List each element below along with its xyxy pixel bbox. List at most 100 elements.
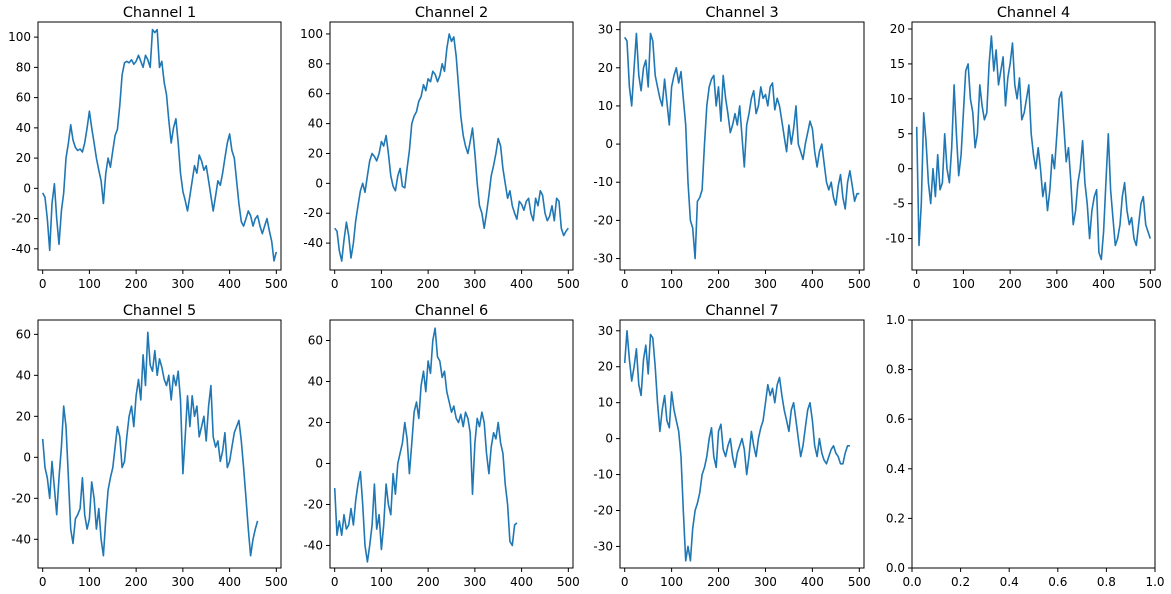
- subplot-3: 0 100 200 300 400 500 -30 -20 -10 0 10 20 30 Channel …: [593, 5, 870, 291]
- x-tick-label: 0: [913, 277, 921, 291]
- x-tick-label: 0.2: [951, 575, 970, 589]
- series-line: [334, 33, 569, 262]
- axes-frame: [37, 319, 282, 569]
- x-tick-label: 500: [848, 575, 871, 589]
- x-tick-label: 400: [801, 575, 824, 589]
- x-tick-label: 300: [463, 277, 486, 291]
- y-tick-label: 0: [605, 432, 613, 446]
- y-tick-label: 0: [23, 450, 31, 464]
- x-tick-label: 0: [331, 575, 339, 589]
- subplot-5: 0 100 200 300 400 500 -40 -20 0 20 40 60 Channel 5: [11, 303, 287, 589]
- subplot-7: 0 100 200 300 400 500 -30 -20 -10 0 10 20 30 Channel …: [593, 303, 870, 589]
- y-tick-label: 10: [598, 99, 613, 113]
- x-tick-label: 100: [78, 575, 101, 589]
- x-tick-label: 0.4: [1000, 575, 1019, 589]
- y-tick-label: -5: [893, 197, 905, 211]
- x-tick-label: 500: [265, 277, 288, 291]
- y-tick-label: 40: [16, 121, 31, 135]
- y-tick-label: 0: [315, 456, 323, 470]
- y-tick-label: -30: [593, 539, 613, 553]
- y-tick-label: -20: [11, 212, 31, 226]
- y-tick-label: -40: [303, 236, 323, 250]
- x-tick-label: 0.6: [1048, 575, 1067, 589]
- y-tick-label: 30: [598, 23, 613, 37]
- x-tick-label: 200: [999, 277, 1022, 291]
- y-tick-label: 80: [16, 60, 31, 74]
- y-tick-label: 80: [308, 57, 323, 71]
- x-tick-label: 0: [39, 277, 47, 291]
- y-tick-label: 40: [308, 374, 323, 388]
- y-tick-label: -20: [303, 206, 323, 220]
- x-tick-label: 300: [171, 277, 194, 291]
- y-tick-label: 10: [598, 396, 613, 410]
- y-tick-label: 30: [598, 324, 613, 338]
- y-tick-label: 0: [315, 176, 323, 190]
- x-tick-label: 200: [417, 277, 440, 291]
- x-tick-label: 500: [265, 575, 288, 589]
- x-tick-label: 0.0: [902, 575, 921, 589]
- x-tick-label: 300: [754, 277, 777, 291]
- x-tick-label: 100: [370, 575, 393, 589]
- x-tick-label: 100: [952, 277, 975, 291]
- y-tick-label: -10: [593, 468, 613, 482]
- y-tick-label: 0.0: [886, 561, 905, 575]
- y-tick-label: 20: [308, 415, 323, 429]
- x-tick-label: 0.8: [1097, 575, 1116, 589]
- x-tick-label: 100: [660, 575, 683, 589]
- x-tick-label: 100: [78, 277, 101, 291]
- y-tick-label: 60: [16, 327, 31, 341]
- x-tick-label: 500: [848, 277, 871, 291]
- axes-frame: [911, 21, 1156, 271]
- y-tick-label: 60: [308, 87, 323, 101]
- x-tick-label: 400: [218, 277, 241, 291]
- x-tick-label: 300: [1045, 277, 1068, 291]
- x-tick-label: 300: [463, 575, 486, 589]
- y-tick-label: 40: [16, 368, 31, 382]
- subplot-title: Channel 6: [415, 303, 488, 319]
- x-tick-label: 200: [707, 277, 730, 291]
- y-tick-label: 0: [605, 137, 613, 151]
- series-line: [333, 327, 518, 563]
- series-line: [623, 329, 850, 562]
- axes-frame: [37, 21, 282, 271]
- x-tick-label: 300: [171, 575, 194, 589]
- y-tick-label: 0: [897, 162, 905, 176]
- x-tick-label: 200: [125, 575, 148, 589]
- subplot-title: Channel 5: [123, 303, 196, 319]
- y-tick-label: -20: [593, 503, 613, 517]
- x-tick-label: 200: [707, 575, 730, 589]
- x-tick-label: 400: [510, 277, 533, 291]
- x-tick-label: 0: [621, 277, 629, 291]
- series-line: [41, 28, 278, 262]
- axes-frame: [329, 21, 574, 271]
- y-tick-label: -10: [885, 232, 905, 246]
- subplot-4: 0 100 200 300 400 500 -10 -5 0 5 10 15 20 Channel 4: [885, 5, 1161, 291]
- y-tick-label: 100: [300, 27, 323, 41]
- y-tick-label: -40: [303, 538, 323, 552]
- y-tick-label: 15: [890, 57, 905, 71]
- axes-frame: [911, 319, 1156, 569]
- y-tick-label: -20: [593, 213, 613, 227]
- subplot-8: 0.0 0.2 0.4 0.6 0.8 1.0 0.0 0.2 0.4 0.6 0.8 1.0: [886, 313, 1165, 589]
- y-tick-label: 20: [598, 360, 613, 374]
- y-tick-label: 60: [308, 333, 323, 347]
- y-tick-label: 20: [890, 22, 905, 36]
- subplot-title: Channel 1: [123, 5, 196, 21]
- y-tick-label: 0.4: [886, 462, 905, 476]
- x-tick-label: 400: [510, 575, 533, 589]
- x-tick-label: 0: [331, 277, 339, 291]
- subplot-title: Channel 3: [705, 5, 778, 21]
- y-tick-label: -10: [593, 175, 613, 189]
- subplot-title: Channel 2: [415, 5, 488, 21]
- x-tick-label: 200: [125, 277, 148, 291]
- subplot-6: 0 100 200 300 400 500 -40 -20 0 20 40 60 Channel 6: [303, 303, 579, 589]
- y-tick-label: 5: [897, 127, 905, 141]
- x-tick-label: 400: [1092, 277, 1115, 291]
- x-tick-label: 0: [39, 575, 47, 589]
- y-tick-label: 0: [23, 181, 31, 195]
- x-tick-label: 500: [557, 277, 580, 291]
- x-tick-label: 100: [660, 277, 683, 291]
- y-tick-label: 20: [598, 61, 613, 75]
- x-tick-label: 300: [754, 575, 777, 589]
